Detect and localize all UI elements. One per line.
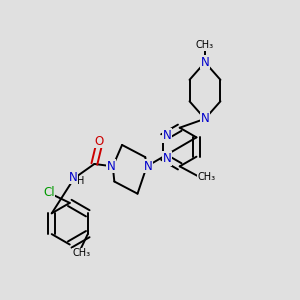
- Text: N: N: [69, 170, 77, 184]
- Text: CH₃: CH₃: [198, 172, 216, 182]
- Text: CH₃: CH₃: [196, 40, 214, 50]
- Text: O: O: [94, 135, 104, 148]
- Text: N: N: [163, 129, 172, 142]
- Text: Cl: Cl: [43, 186, 55, 199]
- Text: N: N: [163, 152, 172, 165]
- Text: CH₃: CH₃: [73, 248, 91, 258]
- Text: H: H: [77, 176, 84, 186]
- Text: N: N: [201, 56, 209, 69]
- Text: N: N: [144, 160, 153, 173]
- Text: N: N: [107, 160, 116, 173]
- Text: N: N: [201, 112, 209, 125]
